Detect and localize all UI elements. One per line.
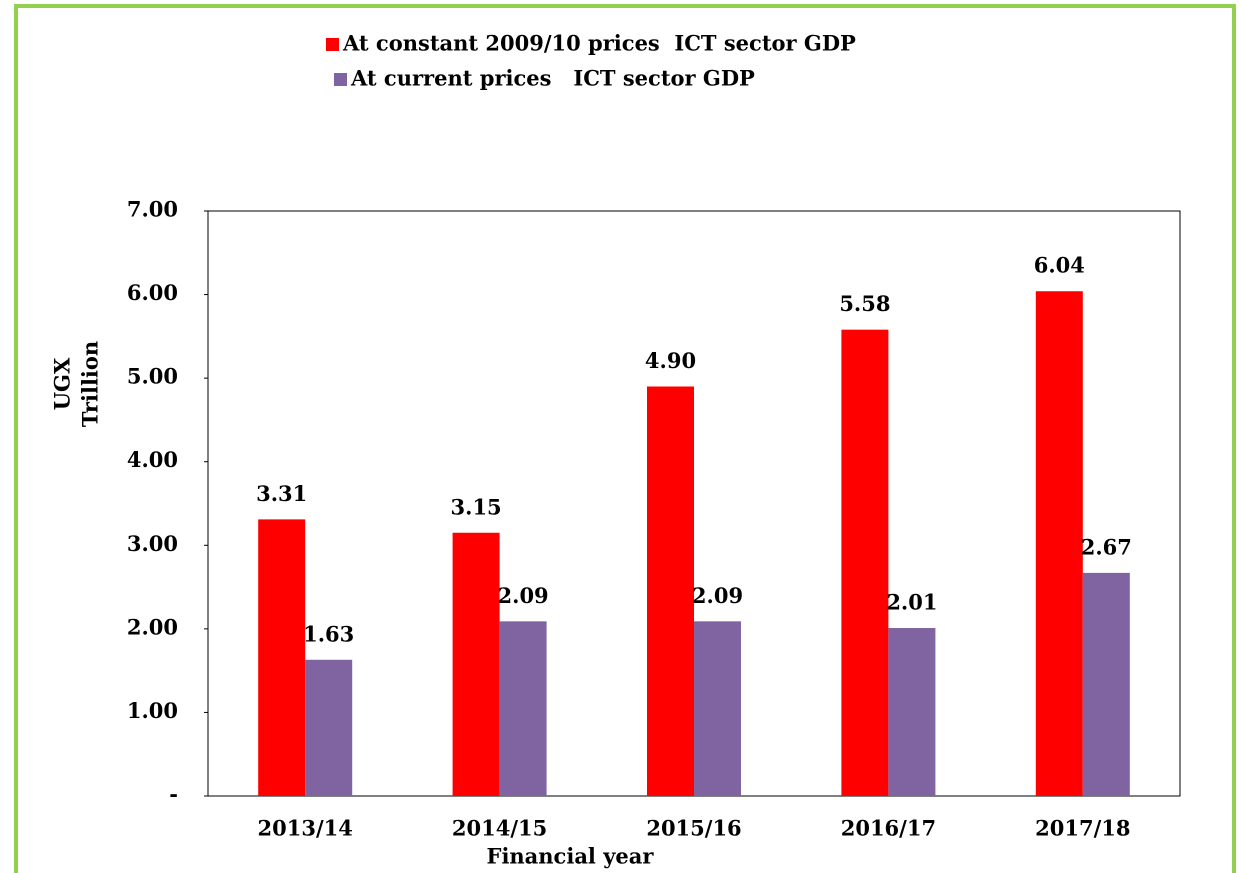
bar (841, 329, 889, 796)
bar (1035, 291, 1083, 796)
y-axis-title: Trillion (78, 341, 103, 427)
data-label: 4.90 (645, 348, 696, 373)
x-tick-label: 2015/16 (646, 816, 741, 841)
bar (305, 659, 353, 796)
legend-swatch (334, 73, 347, 86)
legend-label: At current prices ICT sector GDP (350, 66, 755, 91)
x-tick-label: 2014/15 (452, 816, 547, 841)
y-axis-title: UGX (50, 357, 75, 410)
x-axis-title: Financial year (487, 844, 655, 869)
x-tick-label: 2017/18 (1035, 816, 1130, 841)
data-label: 5.58 (839, 291, 890, 316)
bar (647, 386, 694, 796)
bar (888, 628, 936, 796)
x-tick-label: 2013/14 (258, 816, 353, 841)
bar (452, 532, 500, 796)
y-tick-label: 6.00 (127, 280, 178, 305)
data-label: 6.04 (1034, 253, 1085, 278)
y-tick-label: 4.00 (127, 447, 178, 472)
bar (1082, 572, 1130, 796)
bar (258, 519, 306, 796)
bar (499, 621, 547, 796)
bar (694, 621, 741, 796)
frame (14, 4, 1236, 873)
data-label: 3.15 (451, 494, 502, 519)
y-tick-label: 3.00 (127, 531, 178, 556)
data-label: 2.67 (1081, 534, 1132, 559)
data-label: 2.09 (692, 583, 743, 608)
data-label: 2.09 (498, 583, 549, 608)
y-tick-label: 7.00 (127, 197, 178, 222)
y-tick-label: - (169, 782, 178, 807)
data-label: 2.01 (886, 590, 937, 615)
legend-swatch (326, 38, 339, 51)
y-tick-label: 1.00 (127, 698, 178, 723)
x-tick-label: 2016/17 (841, 816, 936, 841)
y-tick-label: 2.00 (127, 614, 178, 639)
legend-label: At constant 2009/10 prices ICT sector GD… (342, 31, 856, 56)
data-label: 1.63 (303, 621, 354, 646)
y-tick-label: 5.00 (127, 364, 178, 389)
data-label: 3.31 (256, 481, 307, 506)
